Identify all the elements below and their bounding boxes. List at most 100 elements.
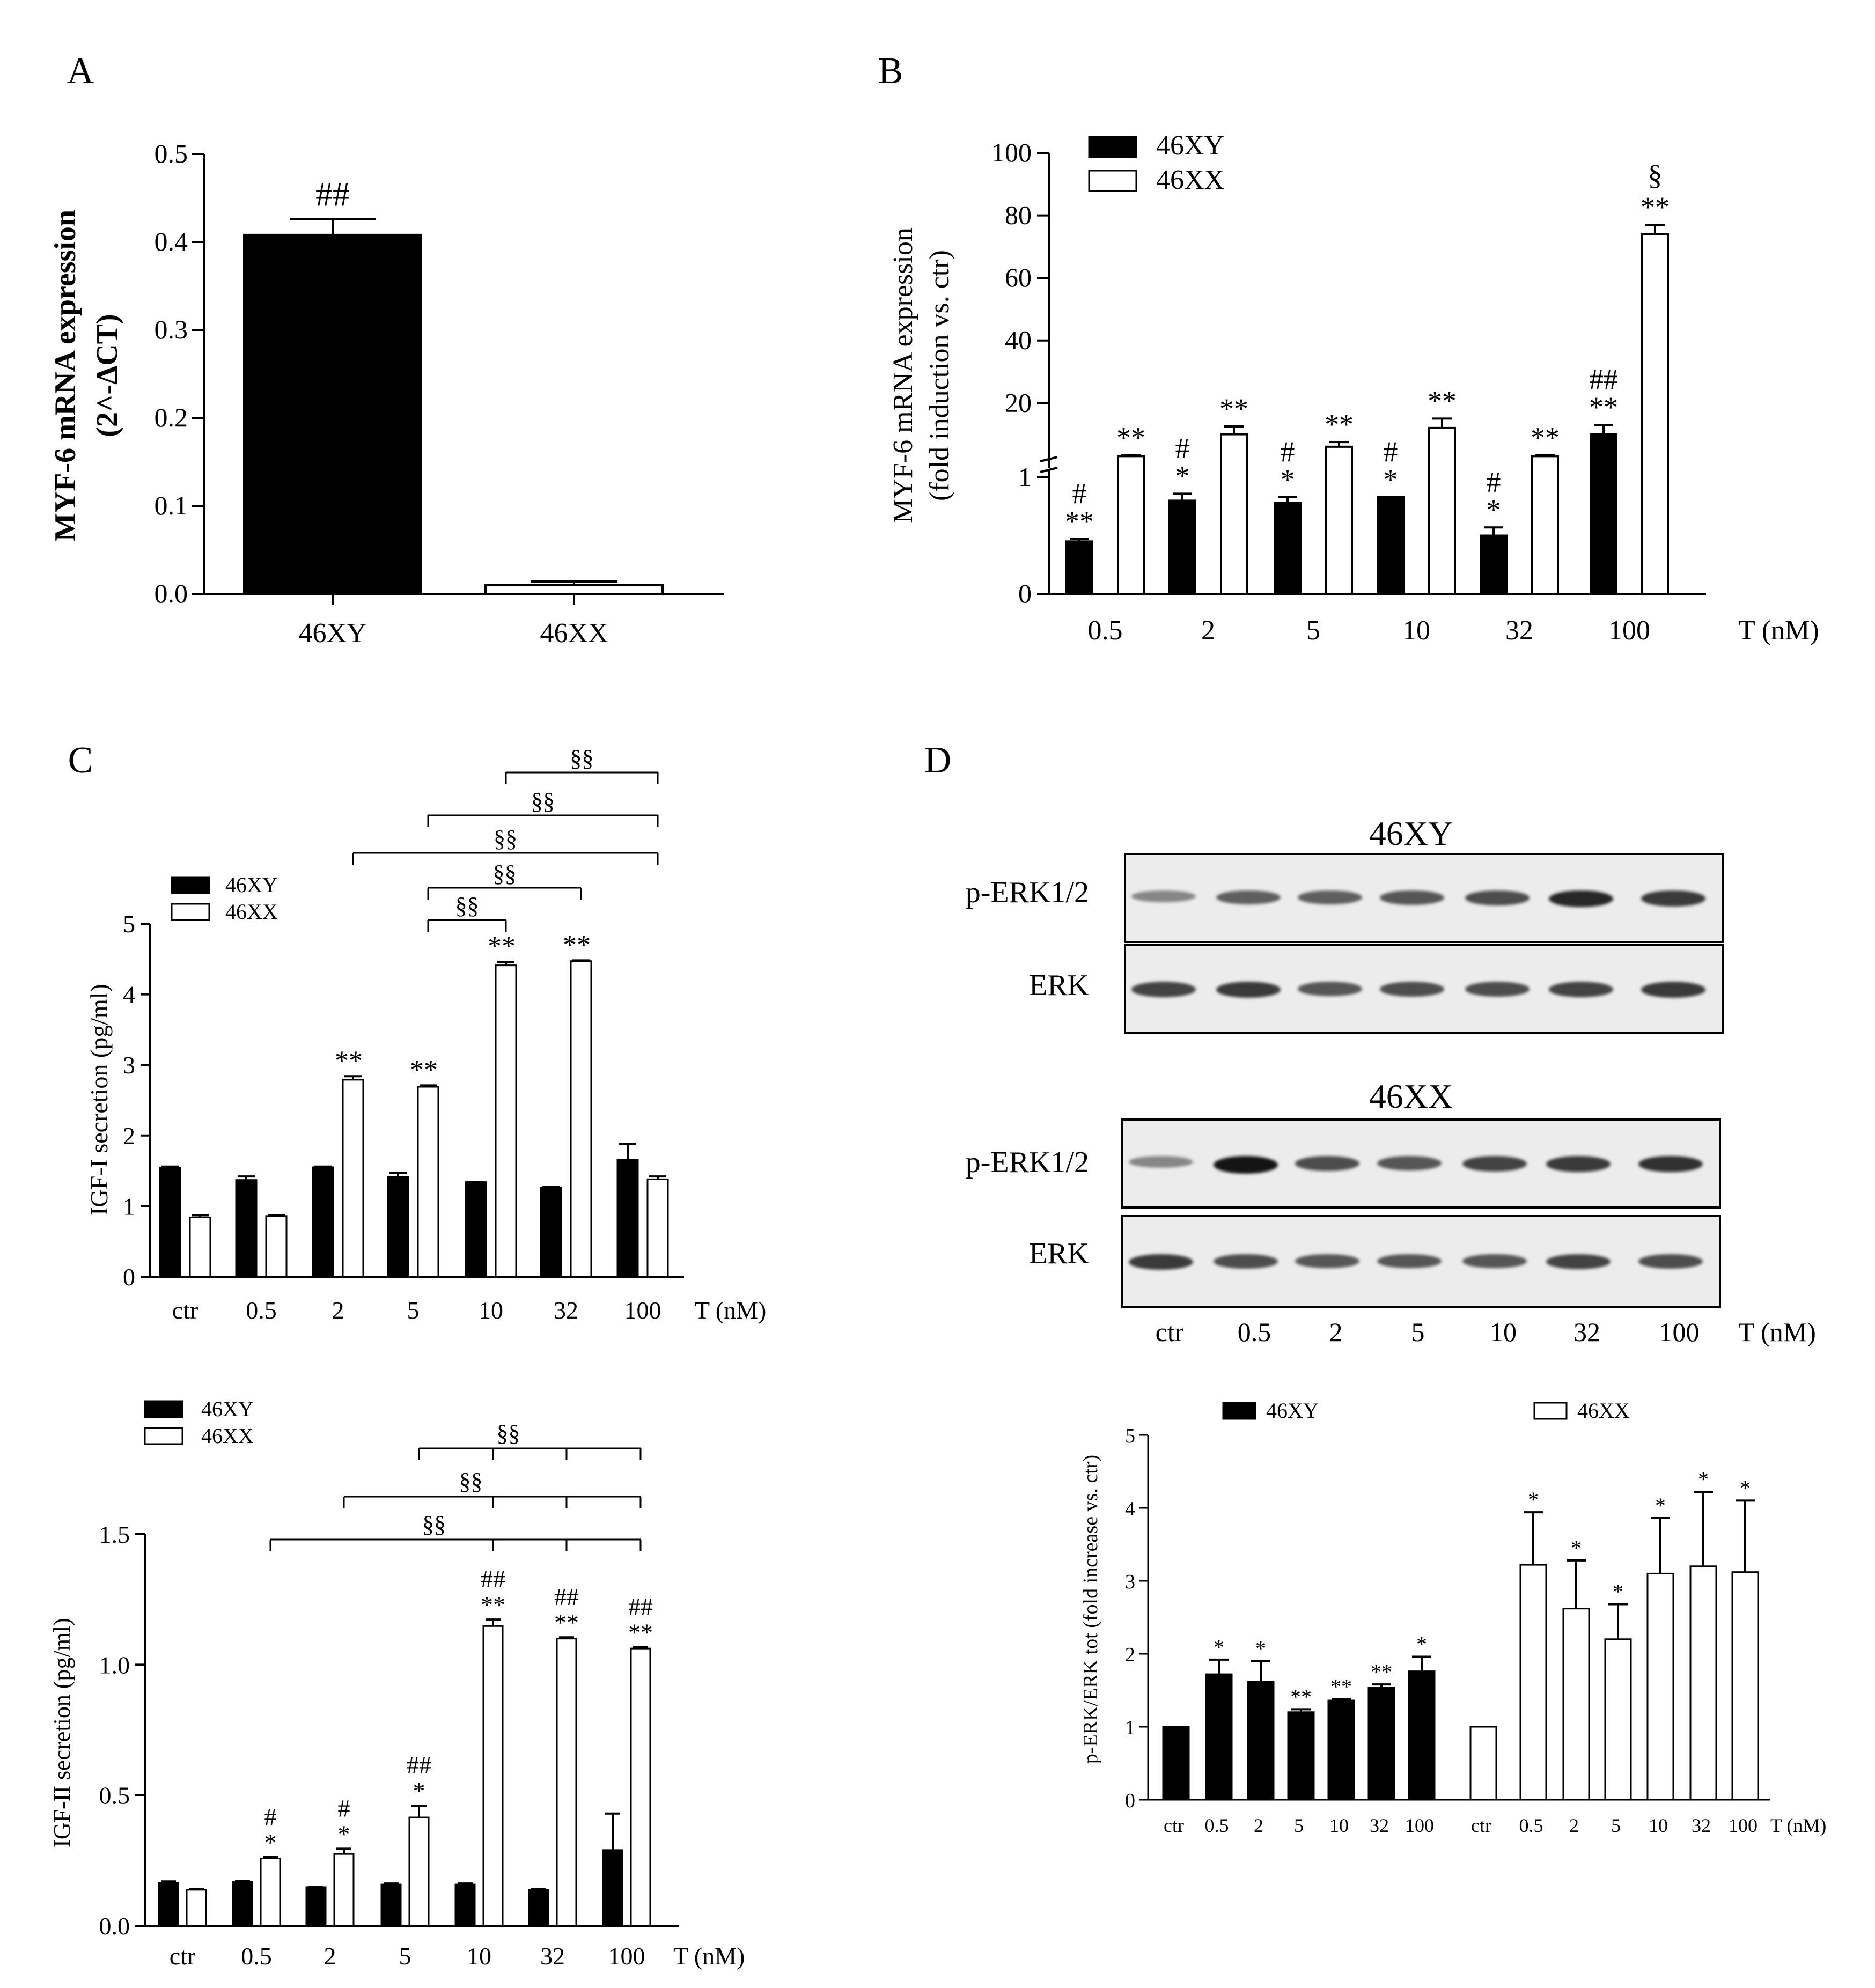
blot-band	[1638, 1254, 1703, 1269]
cb-bar-46xy	[602, 1849, 623, 1927]
b-y-tick-label: 0	[1018, 578, 1032, 608]
ct-annotation: **	[410, 1055, 438, 1085]
cb-bar-46xy	[528, 1889, 549, 1927]
ct-x-tick-label: 5	[407, 1297, 420, 1324]
cb-annotation: #	[264, 1803, 277, 1830]
ct-bar-46xx	[495, 964, 517, 1278]
dq-annotation-46xx: *	[1740, 1476, 1751, 1500]
ct-legend-label-46xy: 46XY	[225, 873, 278, 897]
dq-x-axis-label: T (nM)	[1770, 1815, 1826, 1836]
ct-bar-46xy	[387, 1176, 409, 1278]
blot-band	[1546, 1254, 1611, 1270]
b-legend-swatch-46xx	[1088, 170, 1137, 192]
dq-bar-46xy	[1408, 1670, 1436, 1801]
ct-bar-46xy	[540, 1187, 562, 1278]
cb-annotation: ##	[554, 1583, 579, 1610]
ct-x-tick-label: 2	[332, 1297, 344, 1324]
ct-bar-46xx	[646, 1178, 669, 1278]
ct-annotation: **	[563, 930, 591, 960]
blot-band	[1465, 890, 1530, 905]
b-x-tick-label: 0.5	[1088, 615, 1123, 646]
dq-bar-46xy	[1247, 1681, 1275, 1801]
d-lane-label: 100	[1659, 1317, 1700, 1347]
d-row-label-erk-46xy: ERK	[1029, 969, 1089, 1002]
ct-x-axis-label: T (nM)	[695, 1297, 766, 1324]
b-annotation-46xy: #	[1072, 477, 1087, 510]
blot-band	[1462, 1156, 1527, 1172]
b-annotation-46xy: **	[1065, 505, 1094, 538]
blot-band	[1465, 982, 1530, 997]
blot-band	[1641, 982, 1705, 998]
b-annotation-46xy: *	[1487, 494, 1501, 526]
dq-legend-swatch-46xx	[1533, 1402, 1568, 1420]
d-row-label-erk-46xx: ERK	[1029, 1237, 1089, 1270]
b-bar-46xy	[1590, 433, 1617, 595]
b-axis-break-mark	[1040, 467, 1058, 473]
b-bar-46xx	[1325, 445, 1353, 595]
cb-comparison-label: §§	[422, 1511, 446, 1537]
d-blot-title-46xy: 46XY	[1369, 814, 1453, 852]
dq-annotation-46xx: *	[1528, 1488, 1539, 1512]
cb-annotation: ##	[481, 1565, 505, 1593]
cb-bar-46xx	[630, 1647, 651, 1927]
dq-annotation-46xx: *	[1655, 1493, 1666, 1518]
ct-comparison-label: §§	[493, 860, 517, 887]
blot-band	[1377, 1254, 1442, 1269]
b-y-tick-label: 40	[1005, 325, 1032, 355]
b-y-tick-label: 1	[1018, 462, 1032, 492]
dq-annotation-46xy: *	[1255, 1637, 1266, 1661]
dq-annotation-46xy: *	[1214, 1635, 1224, 1659]
dq-y-tick-label: 4	[1125, 1498, 1135, 1520]
blot-band	[1214, 1156, 1278, 1174]
a-y-tick-label: 0.1	[155, 490, 188, 520]
ct-legend-swatch-46xy	[171, 876, 210, 894]
cb-x-tick-label: 32	[540, 1942, 565, 1970]
b-legend-swatch-46xy	[1088, 136, 1137, 158]
blot-band	[1295, 1254, 1359, 1269]
ct-y-tick-label: 3	[123, 1051, 135, 1079]
dq-x-tick-label-46xy: 2	[1254, 1815, 1263, 1836]
b-x-tick-label: 32	[1505, 615, 1533, 646]
a-y-axis-label-2: (2^-ΔCT)	[91, 314, 124, 437]
dq-x-tick-label-46xx: 10	[1649, 1815, 1668, 1836]
b-bar-46xx	[1220, 433, 1248, 595]
ct-bar-46xy	[616, 1159, 639, 1278]
d-blot-title-46xx: 46XX	[1369, 1077, 1453, 1115]
b-x-axis-label: T (nM)	[1738, 615, 1819, 646]
b-bar-46xx	[1641, 233, 1669, 595]
b-bar-46xx	[1428, 426, 1456, 595]
cb-legend-label-46xx: 46XX	[201, 1424, 254, 1448]
ct-annotation: **	[335, 1045, 363, 1076]
dq-x-tick-label-46xy: 0.5	[1205, 1815, 1229, 1836]
b-annotation-46xx: **	[1428, 385, 1457, 417]
blot-band	[1216, 982, 1281, 998]
dq-y-axis-label: p-ERK/ERK tot (fold increase vs. ctr)	[1079, 1455, 1102, 1764]
cb-bar-46xx	[333, 1853, 355, 1927]
dq-x-tick-label-46xy: ctr	[1164, 1815, 1184, 1836]
blot-band	[1298, 890, 1362, 904]
blot-band	[1638, 1156, 1703, 1173]
ct-x-tick-label: 100	[624, 1297, 661, 1324]
cb-bar-46xx	[556, 1638, 577, 1927]
cb-y-tick-label: 1.0	[99, 1651, 130, 1678]
d-lane-label: 10	[1490, 1317, 1517, 1347]
b-annotation-46xy: *	[1384, 463, 1398, 496]
blot-band	[1295, 1156, 1359, 1171]
blot-band	[1298, 982, 1362, 996]
dq-annotation-46xx: *	[1571, 1536, 1582, 1560]
dq-y-tick-label: 5	[1125, 1425, 1135, 1447]
dq-bar-46xx	[1646, 1572, 1674, 1801]
cb-bar-46xx	[482, 1625, 504, 1927]
b-annotation-46xy: #	[1175, 432, 1190, 464]
b-annotation-46xx: **	[1116, 422, 1145, 454]
ct-bar-46xy	[312, 1166, 334, 1278]
dq-x-tick-label-46xy: 100	[1405, 1815, 1434, 1836]
dq-x-tick-label-46xx: 2	[1569, 1815, 1579, 1836]
ct-x-tick-label: 10	[479, 1297, 503, 1324]
cb-bar-46xy	[158, 1882, 179, 1927]
b-y-tick-label: 100	[991, 137, 1032, 167]
ct-comparison-label: §§	[494, 826, 517, 852]
a-x-tick-label: 46XX	[540, 618, 608, 649]
cb-bar-46xy	[454, 1883, 476, 1927]
blot-band	[1214, 1254, 1278, 1269]
